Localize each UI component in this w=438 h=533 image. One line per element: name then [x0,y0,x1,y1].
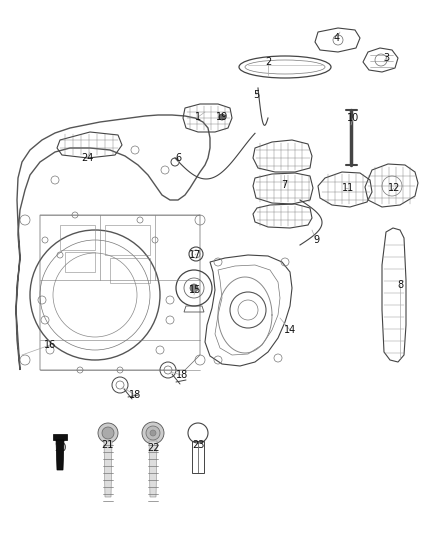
Text: 16: 16 [44,340,56,350]
Text: 18: 18 [129,390,141,400]
Text: 9: 9 [313,235,319,245]
Polygon shape [149,441,157,497]
Bar [105,225,150,255]
Circle shape [98,423,118,443]
Text: 1: 1 [195,112,201,122]
Text: 20: 20 [54,443,66,453]
Circle shape [219,114,225,120]
Text: 24: 24 [81,153,93,163]
Bar [60,225,95,250]
Circle shape [142,422,164,444]
Text: 19: 19 [216,112,228,122]
Circle shape [146,426,160,440]
Circle shape [102,427,114,439]
Polygon shape [53,434,67,440]
Text: 3: 3 [383,53,389,63]
Bar [65,252,95,272]
Text: 8: 8 [397,280,403,290]
Bar [110,258,150,283]
Text: 4: 4 [334,33,340,43]
Polygon shape [56,440,64,470]
Text: 7: 7 [281,180,287,190]
Text: 10: 10 [347,113,359,123]
Text: 22: 22 [147,443,159,453]
Circle shape [190,284,198,292]
Text: 14: 14 [284,325,296,335]
Text: 2: 2 [265,57,271,67]
Text: 21: 21 [101,440,113,450]
Text: 5: 5 [253,90,259,100]
Text: 23: 23 [192,440,204,450]
Text: 18: 18 [176,370,188,380]
Text: 17: 17 [189,250,201,260]
Circle shape [150,430,156,436]
Text: 11: 11 [342,183,354,193]
Text: 12: 12 [388,183,400,193]
Text: 6: 6 [175,153,181,163]
Polygon shape [104,441,112,497]
Text: 15: 15 [189,285,201,295]
